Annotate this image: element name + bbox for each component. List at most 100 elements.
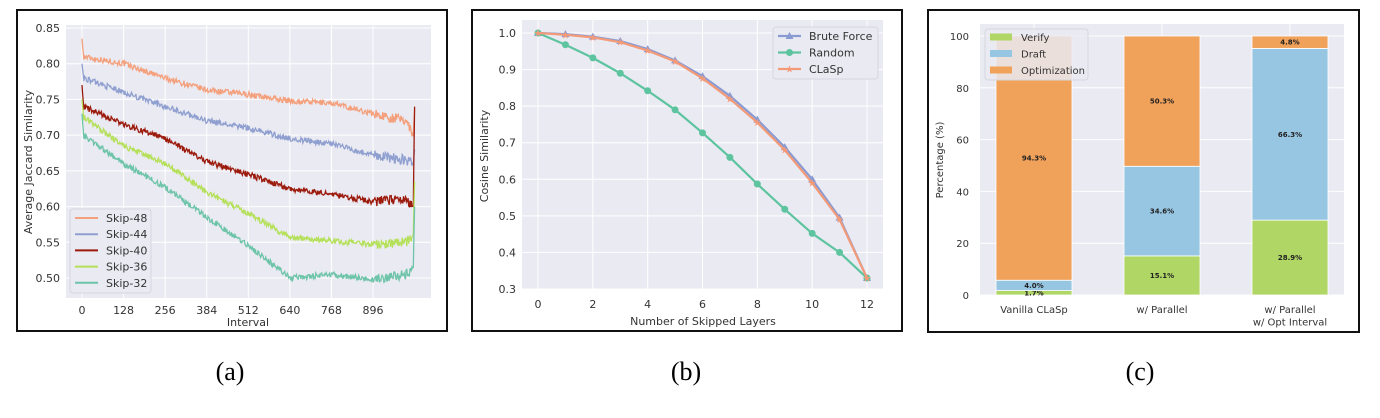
legend bbox=[69, 208, 152, 294]
x-tick-label: 768 bbox=[321, 304, 342, 317]
x-tick-label: w/ Parallel bbox=[1136, 305, 1187, 316]
data-point bbox=[808, 229, 816, 237]
legend bbox=[772, 26, 879, 80]
y-tick-label: 0.3 bbox=[499, 283, 517, 296]
data-point: ★ bbox=[808, 178, 817, 189]
data-point bbox=[726, 153, 734, 161]
data-point: ★ bbox=[753, 118, 762, 129]
legend-label: Brute Force bbox=[809, 30, 873, 43]
y-tick-label: 20 bbox=[956, 239, 969, 250]
data-label: 66.3% bbox=[1278, 131, 1302, 139]
data-point bbox=[753, 180, 761, 188]
y-tick-label: 60 bbox=[956, 136, 969, 147]
data-point: ★ bbox=[671, 57, 680, 68]
y-tick-label: 0.75 bbox=[36, 93, 61, 106]
series-line-skip-48 bbox=[81, 38, 416, 138]
legend-label: Random bbox=[809, 47, 855, 60]
y-tick-label: 40 bbox=[956, 187, 969, 198]
data-point bbox=[699, 129, 706, 137]
x-tick-label: 512 bbox=[238, 304, 259, 317]
x-tick-label: 0 bbox=[535, 298, 542, 311]
y-tick-label: 0.65 bbox=[36, 165, 61, 178]
bar-segment-verify bbox=[1251, 219, 1329, 296]
x-tick-label: 2 bbox=[589, 298, 596, 311]
legend-label: Skip-32 bbox=[106, 277, 147, 290]
x-tick-label: 10 bbox=[805, 298, 819, 311]
legend-marker bbox=[786, 49, 793, 56]
y-tick-label: 0.70 bbox=[36, 129, 61, 142]
bar-segment-optimization bbox=[1251, 35, 1329, 49]
series-line-skip-40 bbox=[81, 85, 416, 209]
y-tick-label: 0.8 bbox=[499, 100, 517, 113]
x-tick-label: 128 bbox=[113, 304, 134, 317]
series-line-skip-36 bbox=[81, 99, 416, 250]
chart-a-caption: (a) bbox=[216, 357, 245, 386]
x-tick-label: 4 bbox=[644, 298, 651, 311]
bar-segment-verify bbox=[1123, 255, 1201, 296]
chart-b: (b) 0 2 4 6 8 10 12 0.3 0.4 0.5 0.6 0.7 0.8 0.9 1.0 Numb… bbox=[471, 9, 903, 386]
data-point bbox=[589, 54, 597, 62]
data-point: ★ bbox=[698, 74, 707, 85]
data-point: ★ bbox=[588, 33, 597, 44]
data-label: 28.9% bbox=[1278, 254, 1302, 262]
data-label: 4.0% bbox=[1024, 282, 1043, 290]
legend-marker bbox=[785, 32, 794, 39]
series-line-clasp bbox=[537, 31, 868, 279]
x-tick-label: w/ Parallel bbox=[1264, 305, 1315, 316]
x-axis-label: Interval bbox=[227, 316, 269, 329]
legend-label: CLaSp bbox=[809, 63, 844, 76]
series-line-skip-32 bbox=[81, 113, 416, 284]
data-label: 34.6% bbox=[1150, 208, 1174, 216]
y-tick-label: 0.4 bbox=[499, 246, 517, 259]
y-tick-label: 0.6 bbox=[499, 173, 517, 186]
x-tick-label: 640 bbox=[279, 304, 300, 317]
data-label: 4.8% bbox=[1280, 39, 1299, 47]
data-label: 50.3% bbox=[1150, 98, 1174, 106]
data-label: 1.7% bbox=[1024, 289, 1043, 297]
data-point bbox=[781, 205, 789, 213]
data-point: ★ bbox=[561, 30, 570, 41]
data-label: 94.3% bbox=[1022, 155, 1046, 163]
legend-swatch bbox=[990, 50, 1012, 57]
legend-swatch bbox=[990, 33, 1012, 41]
data-point: ★ bbox=[725, 94, 734, 105]
y-tick-label: 0.80 bbox=[36, 58, 61, 71]
x-tick-label: Vanilla CLaSp bbox=[1000, 305, 1068, 316]
x-axis-label: Number of Skipped Layers bbox=[630, 315, 776, 328]
bar-segment-draft bbox=[1251, 48, 1329, 221]
y-tick-label: 100 bbox=[950, 32, 969, 43]
x-tick-label: 8 bbox=[754, 298, 761, 311]
legend-label: Skip-44 bbox=[106, 228, 147, 241]
x-tick-label: 384 bbox=[196, 304, 217, 317]
legend-swatch bbox=[990, 66, 1012, 74]
x-tick-label: 896 bbox=[363, 304, 384, 317]
chart-b-caption: (b) bbox=[671, 357, 701, 386]
legend-label: Skip-48 bbox=[106, 212, 147, 225]
series-line-skip-44 bbox=[81, 63, 416, 166]
y-tick-label: 0.7 bbox=[499, 137, 517, 150]
x-tick-label: 6 bbox=[699, 298, 706, 311]
y-tick-label: 1.0 bbox=[499, 27, 517, 40]
legend-label: Skip-36 bbox=[106, 261, 147, 274]
data-point bbox=[671, 106, 679, 114]
data-point: ★ bbox=[616, 38, 625, 49]
data-point bbox=[616, 69, 624, 77]
chart-c: (c) 0 20 40 60 80 100 Percentage (%) Vanilla CLa… bbox=[927, 9, 1360, 386]
y-tick-label: 0.50 bbox=[36, 272, 61, 285]
y-axis-label: Cosine Similarity bbox=[478, 109, 491, 202]
data-point bbox=[644, 87, 652, 95]
data-label: 15.1% bbox=[1150, 272, 1174, 280]
x-tick-label: w/ Opt Interval bbox=[1253, 318, 1327, 329]
data-point: ★ bbox=[835, 215, 844, 226]
y-tick-label: 0.55 bbox=[36, 236, 61, 249]
data-point bbox=[836, 248, 844, 256]
chart-a: (a) 0 128 256 384 512 640 768 896 0.50 0.55 0.60 0.6… bbox=[16, 9, 448, 386]
x-tick-label: 12 bbox=[860, 298, 874, 311]
y-tick-label: 0.60 bbox=[36, 201, 61, 214]
data-point: ★ bbox=[534, 29, 543, 40]
y-axis-label: Percentage (%) bbox=[935, 122, 946, 199]
y-tick-label: 0.85 bbox=[36, 22, 61, 35]
y-tick-label: 0.5 bbox=[499, 210, 517, 223]
data-point: ★ bbox=[643, 46, 652, 57]
